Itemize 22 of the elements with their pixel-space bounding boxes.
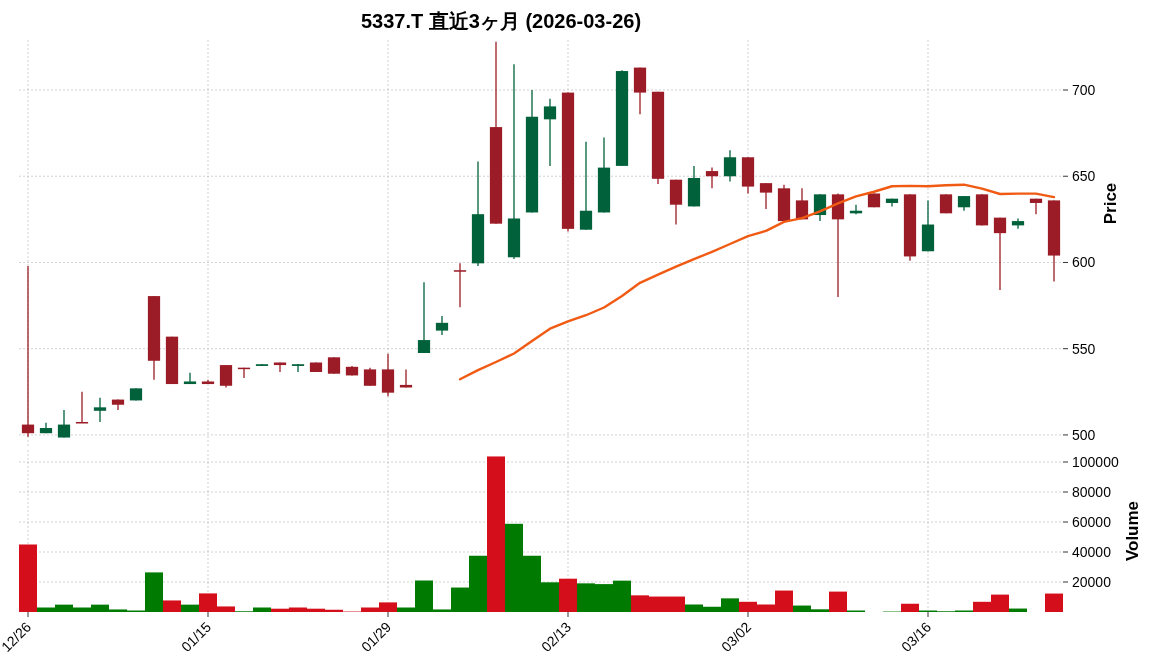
- bar: [181, 604, 199, 612]
- y-tick-label: 20000: [1072, 574, 1112, 590]
- y-axis-title: Price: [1101, 182, 1120, 225]
- y-tick-label: 100000: [1072, 454, 1119, 470]
- y-tick-label: 500: [1072, 426, 1096, 443]
- bar: [559, 578, 577, 612]
- bar: [901, 603, 919, 612]
- y-tick-label: 80000: [1072, 484, 1112, 500]
- y-tick-label: 600: [1072, 254, 1096, 271]
- line-series: [458, 183, 1056, 381]
- chart-title: 5337.T 直近3ヶ月 (2026-03-26): [360, 10, 642, 32]
- bar: [487, 456, 505, 612]
- y-axis-title: Volume: [1123, 500, 1142, 562]
- bar: [829, 591, 847, 612]
- y-tick-label: 650: [1072, 168, 1096, 185]
- bar: [1045, 593, 1063, 612]
- y-tick-label: 40000: [1072, 544, 1112, 560]
- y-tick-label: 550: [1072, 340, 1096, 357]
- y-tick-label: 700: [1072, 82, 1096, 99]
- y-tick-label: 60000: [1072, 514, 1112, 530]
- bar: [19, 544, 37, 612]
- bar: [163, 600, 181, 612]
